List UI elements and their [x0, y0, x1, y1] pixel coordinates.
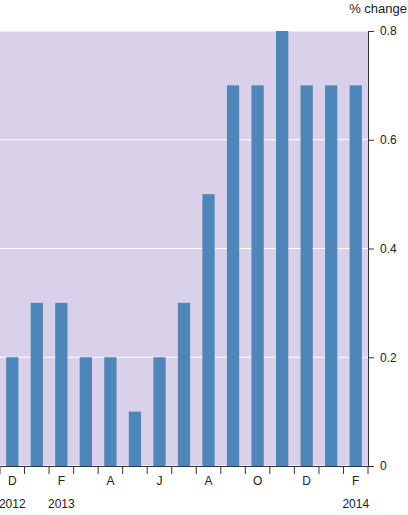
grid: [0, 31, 368, 466]
y-axis-title: % change: [349, 1, 407, 16]
x-boundary-tick: [0, 466, 1, 474]
x-tick: F: [58, 466, 65, 488]
bar: [153, 357, 165, 466]
x-boundary-tick: [196, 466, 197, 474]
x-axis: DFAJAODF: [0, 466, 369, 488]
bar: [251, 85, 263, 466]
bar: [227, 85, 239, 466]
year-labels: 2012 2013 2014: [0, 497, 369, 511]
year-label: 2013: [48, 497, 75, 511]
bar: [6, 357, 18, 466]
bar: [325, 85, 337, 466]
bars: [6, 31, 362, 466]
bar: [55, 303, 67, 466]
x-boundary-tick: [24, 466, 25, 474]
y-tick-label: 0.8: [380, 24, 397, 38]
bar: [350, 85, 362, 466]
x-tick-label: A: [106, 474, 114, 488]
y-tick: 0.4: [368, 242, 397, 256]
y-tick-mark: [368, 466, 374, 467]
x-boundary-tick: [98, 466, 99, 474]
x-tick-label: D: [8, 474, 17, 488]
x-axis-line: [1, 466, 369, 467]
y-tick-label: 0.2: [380, 351, 397, 365]
x-boundary-tick: [343, 466, 344, 474]
x-boundary-tick: [294, 466, 295, 474]
x-tick: A: [106, 466, 114, 488]
bar: [104, 357, 116, 466]
x-boundary-tick: [122, 466, 123, 474]
bar: [80, 357, 92, 466]
grid-line: [0, 31, 368, 32]
x-tick: D: [8, 466, 17, 488]
plot-background: [0, 31, 368, 466]
y-tick: 0.2: [368, 351, 397, 365]
y-tick-mark: [368, 31, 374, 32]
x-boundary-tick: [73, 466, 74, 474]
plot: 0 0.2 0.4 0.6 0.8 D F A J A O D F 2012 2013 2014: [0, 24, 397, 511]
x-tick: O: [253, 466, 262, 488]
y-axis: 0 0.2 0.4 0.6 0.8: [368, 24, 397, 473]
x-tick: A: [205, 466, 213, 488]
bar: [129, 412, 141, 466]
bar: [276, 31, 288, 466]
x-tick-label: F: [352, 474, 359, 488]
chart: 0 0.2 0.4 0.6 0.8 D F A J A O D F 2012 2013 2014 % chang…: [0, 0, 408, 515]
y-tick-label: 0: [380, 459, 387, 473]
year-label: 2014: [342, 497, 369, 511]
x-tick-label: F: [58, 474, 65, 488]
bar: [31, 303, 43, 466]
bar: [301, 85, 313, 466]
x-boundary-tick: [220, 466, 221, 474]
bar: [178, 303, 190, 466]
bar: [202, 194, 214, 466]
y-tick: 0.6: [368, 133, 397, 147]
year-label: 2012: [0, 497, 26, 511]
x-tick-label: O: [253, 474, 262, 488]
y-tick-mark: [368, 357, 374, 358]
x-boundary-tick: [318, 466, 319, 474]
x-tick: J: [156, 466, 162, 488]
x-boundary-tick: [147, 466, 148, 474]
x-boundary-tick: [269, 466, 270, 474]
y-tick: 0: [368, 459, 387, 473]
y-tick-label: 0.6: [380, 133, 397, 147]
x-boundary-tick: [368, 466, 369, 474]
x-boundary-tick: [49, 466, 50, 474]
y-tick-mark: [368, 249, 374, 250]
x-boundary-tick: [245, 466, 246, 474]
x-boundaries: [0, 466, 368, 474]
x-tick-label: D: [302, 474, 311, 488]
x-tick: D: [302, 466, 311, 488]
x-tick-label: J: [156, 474, 162, 488]
y-tick: 0.8: [368, 24, 397, 38]
x-tick-label: A: [205, 474, 213, 488]
x-boundary-tick: [171, 466, 172, 474]
y-axis-line: [369, 32, 375, 467]
y-tick-label: 0.4: [380, 242, 397, 256]
y-tick-mark: [368, 140, 374, 141]
x-tick: F: [352, 466, 359, 488]
